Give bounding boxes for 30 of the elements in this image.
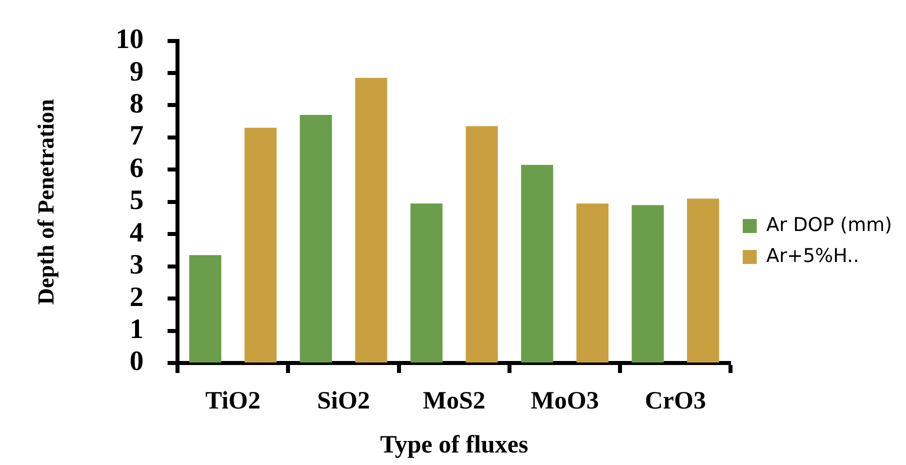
bar (632, 205, 664, 362)
y-tick-label: 3 (130, 250, 144, 281)
x-tick-label: TiO2 (205, 387, 260, 414)
y-axis-title: Depth of Penetration (34, 98, 59, 305)
y-tick-label: 5 (130, 185, 144, 216)
legend-label: Ar+5%H.. (766, 244, 860, 267)
bar (410, 204, 443, 362)
bar (300, 114, 332, 362)
x-tick-label: SiO2 (317, 387, 370, 414)
x-tick-label: CrO3 (644, 387, 706, 414)
bar (521, 164, 554, 362)
y-tick-label: 8 (130, 88, 144, 120)
y-tick-label: 1 (130, 314, 144, 346)
x-tick-label: MoO3 (530, 387, 599, 414)
bar (244, 128, 277, 362)
bar (355, 78, 388, 362)
x-tick-label: MoS2 (422, 387, 486, 414)
bar (189, 255, 222, 362)
y-tick-label: 7 (130, 120, 144, 152)
y-tick-label: 4 (130, 217, 144, 248)
bar (466, 126, 498, 362)
y-tick-label: 10 (116, 24, 144, 56)
bar (687, 198, 720, 362)
legend-label: Ar DOP (mm) (766, 214, 892, 236)
y-tick-label: 6 (130, 152, 144, 184)
x-axis-title: Type of fluxes (380, 431, 528, 458)
y-tick-label: 0 (130, 346, 144, 378)
bar (576, 204, 608, 362)
y-tick-label: 2 (130, 282, 144, 313)
y-tick-label: 9 (130, 56, 144, 88)
